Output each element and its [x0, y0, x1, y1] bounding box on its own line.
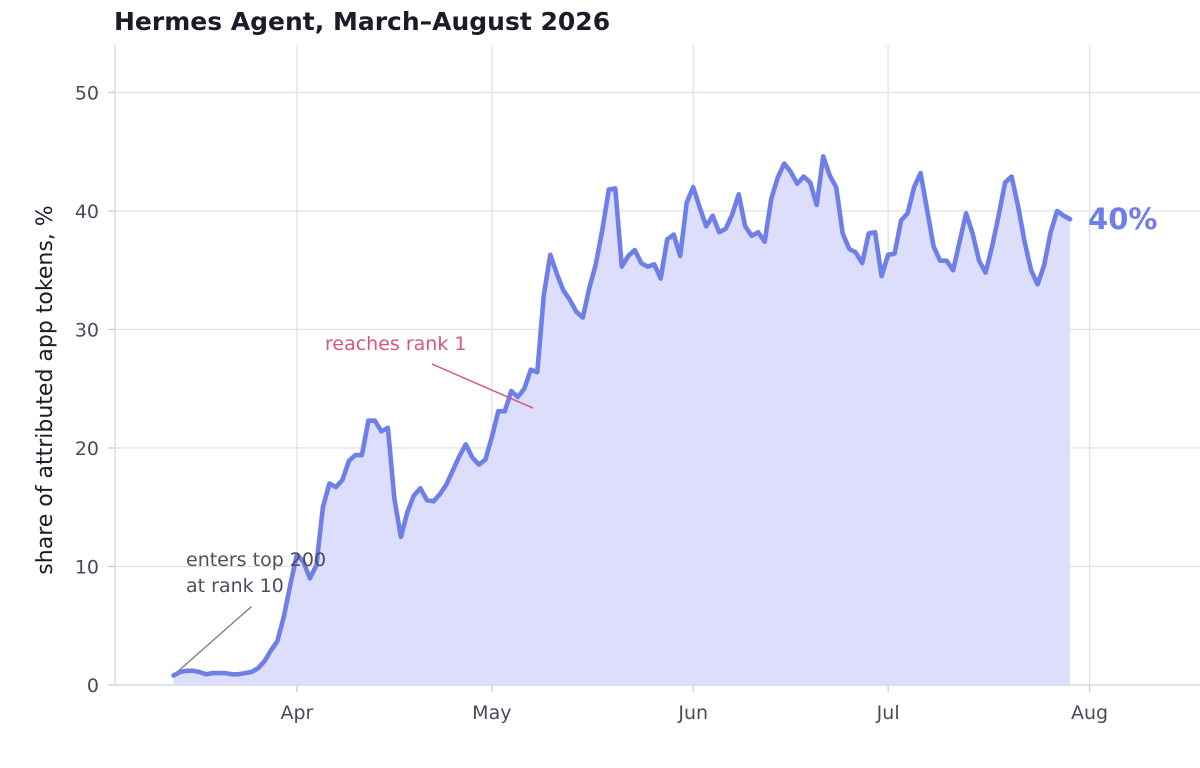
- x-tick-label: Jun: [677, 702, 708, 724]
- series-line: [171, 154, 1073, 678]
- y-tick-label: 0: [87, 675, 99, 697]
- chart-title: Hermes Agent, March–August 2026: [114, 7, 610, 36]
- y-tick-label: 10: [75, 556, 99, 578]
- x-tick-label: Jul: [876, 702, 900, 724]
- annotation-line-1: enters top 200: [186, 549, 326, 571]
- axes: 0 10 20 30 40 50 Apr May Jun Jul Aug: [75, 45, 1200, 724]
- annotation-enters-top-200: enters top 200 at rank 10: [186, 549, 332, 597]
- annotations: enters top 200 at rank 10 reaches rank 1: [174, 333, 534, 675]
- x-tick-label: Apr: [280, 702, 313, 724]
- series-area-fill: [173, 156, 1071, 685]
- area-layer: [171, 154, 1073, 685]
- annotation-leader-line: [174, 605, 252, 675]
- end-value-label: 40%: [1088, 202, 1157, 236]
- y-tick-label: 50: [75, 82, 99, 104]
- y-tick-label: 20: [75, 438, 99, 460]
- y-tick-label: 40: [75, 201, 99, 223]
- y-tick-label: 30: [75, 319, 99, 341]
- x-tick-label: May: [472, 702, 511, 724]
- annotation-reaches-rank-1: reaches rank 1: [325, 333, 466, 355]
- x-tick-label: Aug: [1071, 702, 1108, 724]
- annotation-leader-line: [431, 363, 534, 409]
- y-axis-label: share of attributed app tokens, %: [33, 205, 58, 574]
- annotation-line-2: at rank 10: [186, 575, 284, 597]
